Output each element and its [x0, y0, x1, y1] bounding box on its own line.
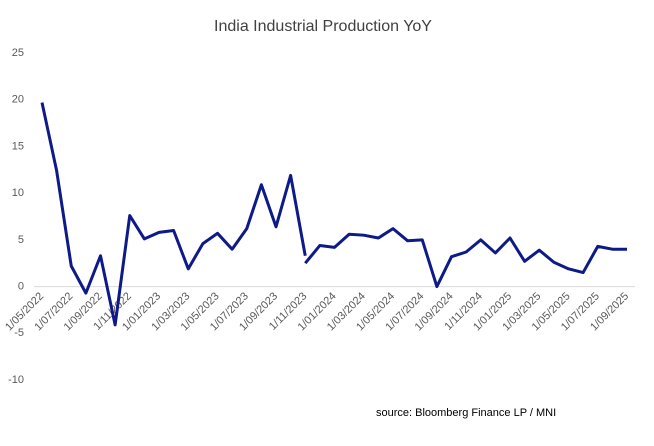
- y-tick-label: 15: [12, 140, 24, 152]
- data-line: [304, 227, 627, 289]
- source-note: source: Bloomberg Finance LP / MNI: [376, 407, 556, 419]
- y-tick-label: 10: [12, 187, 24, 199]
- chart-title: India Industrial Production YoY: [214, 18, 432, 35]
- y-tick-label: -5: [14, 327, 24, 339]
- y-tick-label: 5: [18, 234, 24, 246]
- y-tick-label: 25: [12, 47, 24, 59]
- y-tick-label: -10: [8, 374, 24, 386]
- data-line: [40, 102, 307, 327]
- y-tick-label: 20: [12, 94, 24, 106]
- y-tick-label: 0: [18, 280, 24, 292]
